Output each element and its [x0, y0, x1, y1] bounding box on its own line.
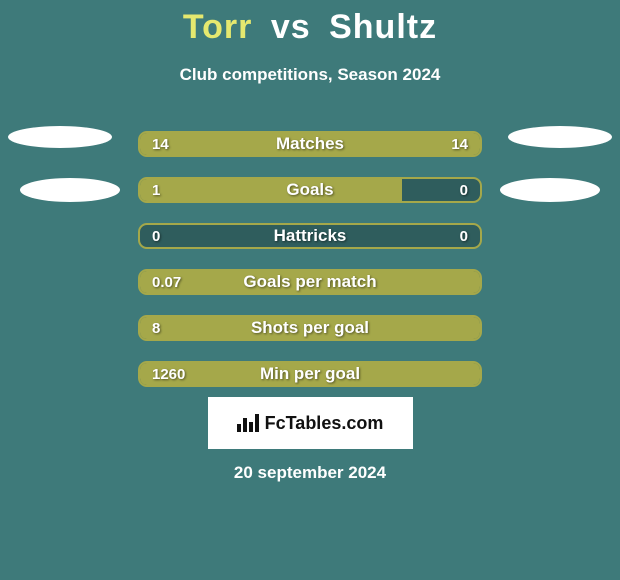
stat-bar-label: Goals: [140, 179, 480, 201]
stat-bars-container: Matches1414Goals10Hattricks00Goals per m…: [138, 85, 482, 387]
stat-bar: Min per goal1260: [138, 361, 482, 387]
stat-bar-label: Min per goal: [140, 363, 480, 385]
vs-text: vs: [271, 8, 311, 46]
stat-bar-left-value: 1: [152, 179, 160, 201]
stat-bar-left-value: 0: [152, 225, 160, 247]
player2-name: Shultz: [329, 8, 437, 46]
stat-bar-right-value: 0: [460, 179, 468, 201]
stat-bar-label: Hattricks: [140, 225, 480, 247]
stat-bar-label: Matches: [140, 133, 480, 155]
stat-bar: Shots per goal8: [138, 315, 482, 341]
stat-bar-left-value: 0.07: [152, 271, 181, 293]
stat-bar: Hattricks0 0: [138, 223, 482, 249]
comparison-date: 20 september 2024: [0, 463, 620, 483]
stat-bar: Matches14 14: [138, 131, 482, 157]
stat-bar-label: Goals per match: [140, 271, 480, 293]
stat-bar-left-value: 1260: [152, 363, 185, 385]
stat-bar: Goals per match0.07: [138, 269, 482, 295]
stat-bar-right-value: 14: [451, 133, 468, 155]
right-team-badge: [508, 126, 612, 148]
left-team-badge: [8, 126, 112, 148]
stat-bar-right-value: 0: [460, 225, 468, 247]
logo-bars-icon: [237, 414, 259, 432]
stat-bar: Goals1 0: [138, 177, 482, 203]
left-team-badge: [20, 178, 120, 202]
stat-bar-label: Shots per goal: [140, 317, 480, 339]
logo-text: FcTables.com: [265, 413, 384, 434]
comparison-title: Torr vs Shultz: [0, 0, 620, 47]
player1-name: Torr: [183, 8, 252, 46]
stat-bar-left-value: 8: [152, 317, 160, 339]
right-team-badge: [500, 178, 600, 202]
stat-bar-left-value: 14: [152, 133, 169, 155]
fctables-logo: FcTables.com: [208, 397, 413, 449]
comparison-subtitle: Club competitions, Season 2024: [0, 65, 620, 85]
